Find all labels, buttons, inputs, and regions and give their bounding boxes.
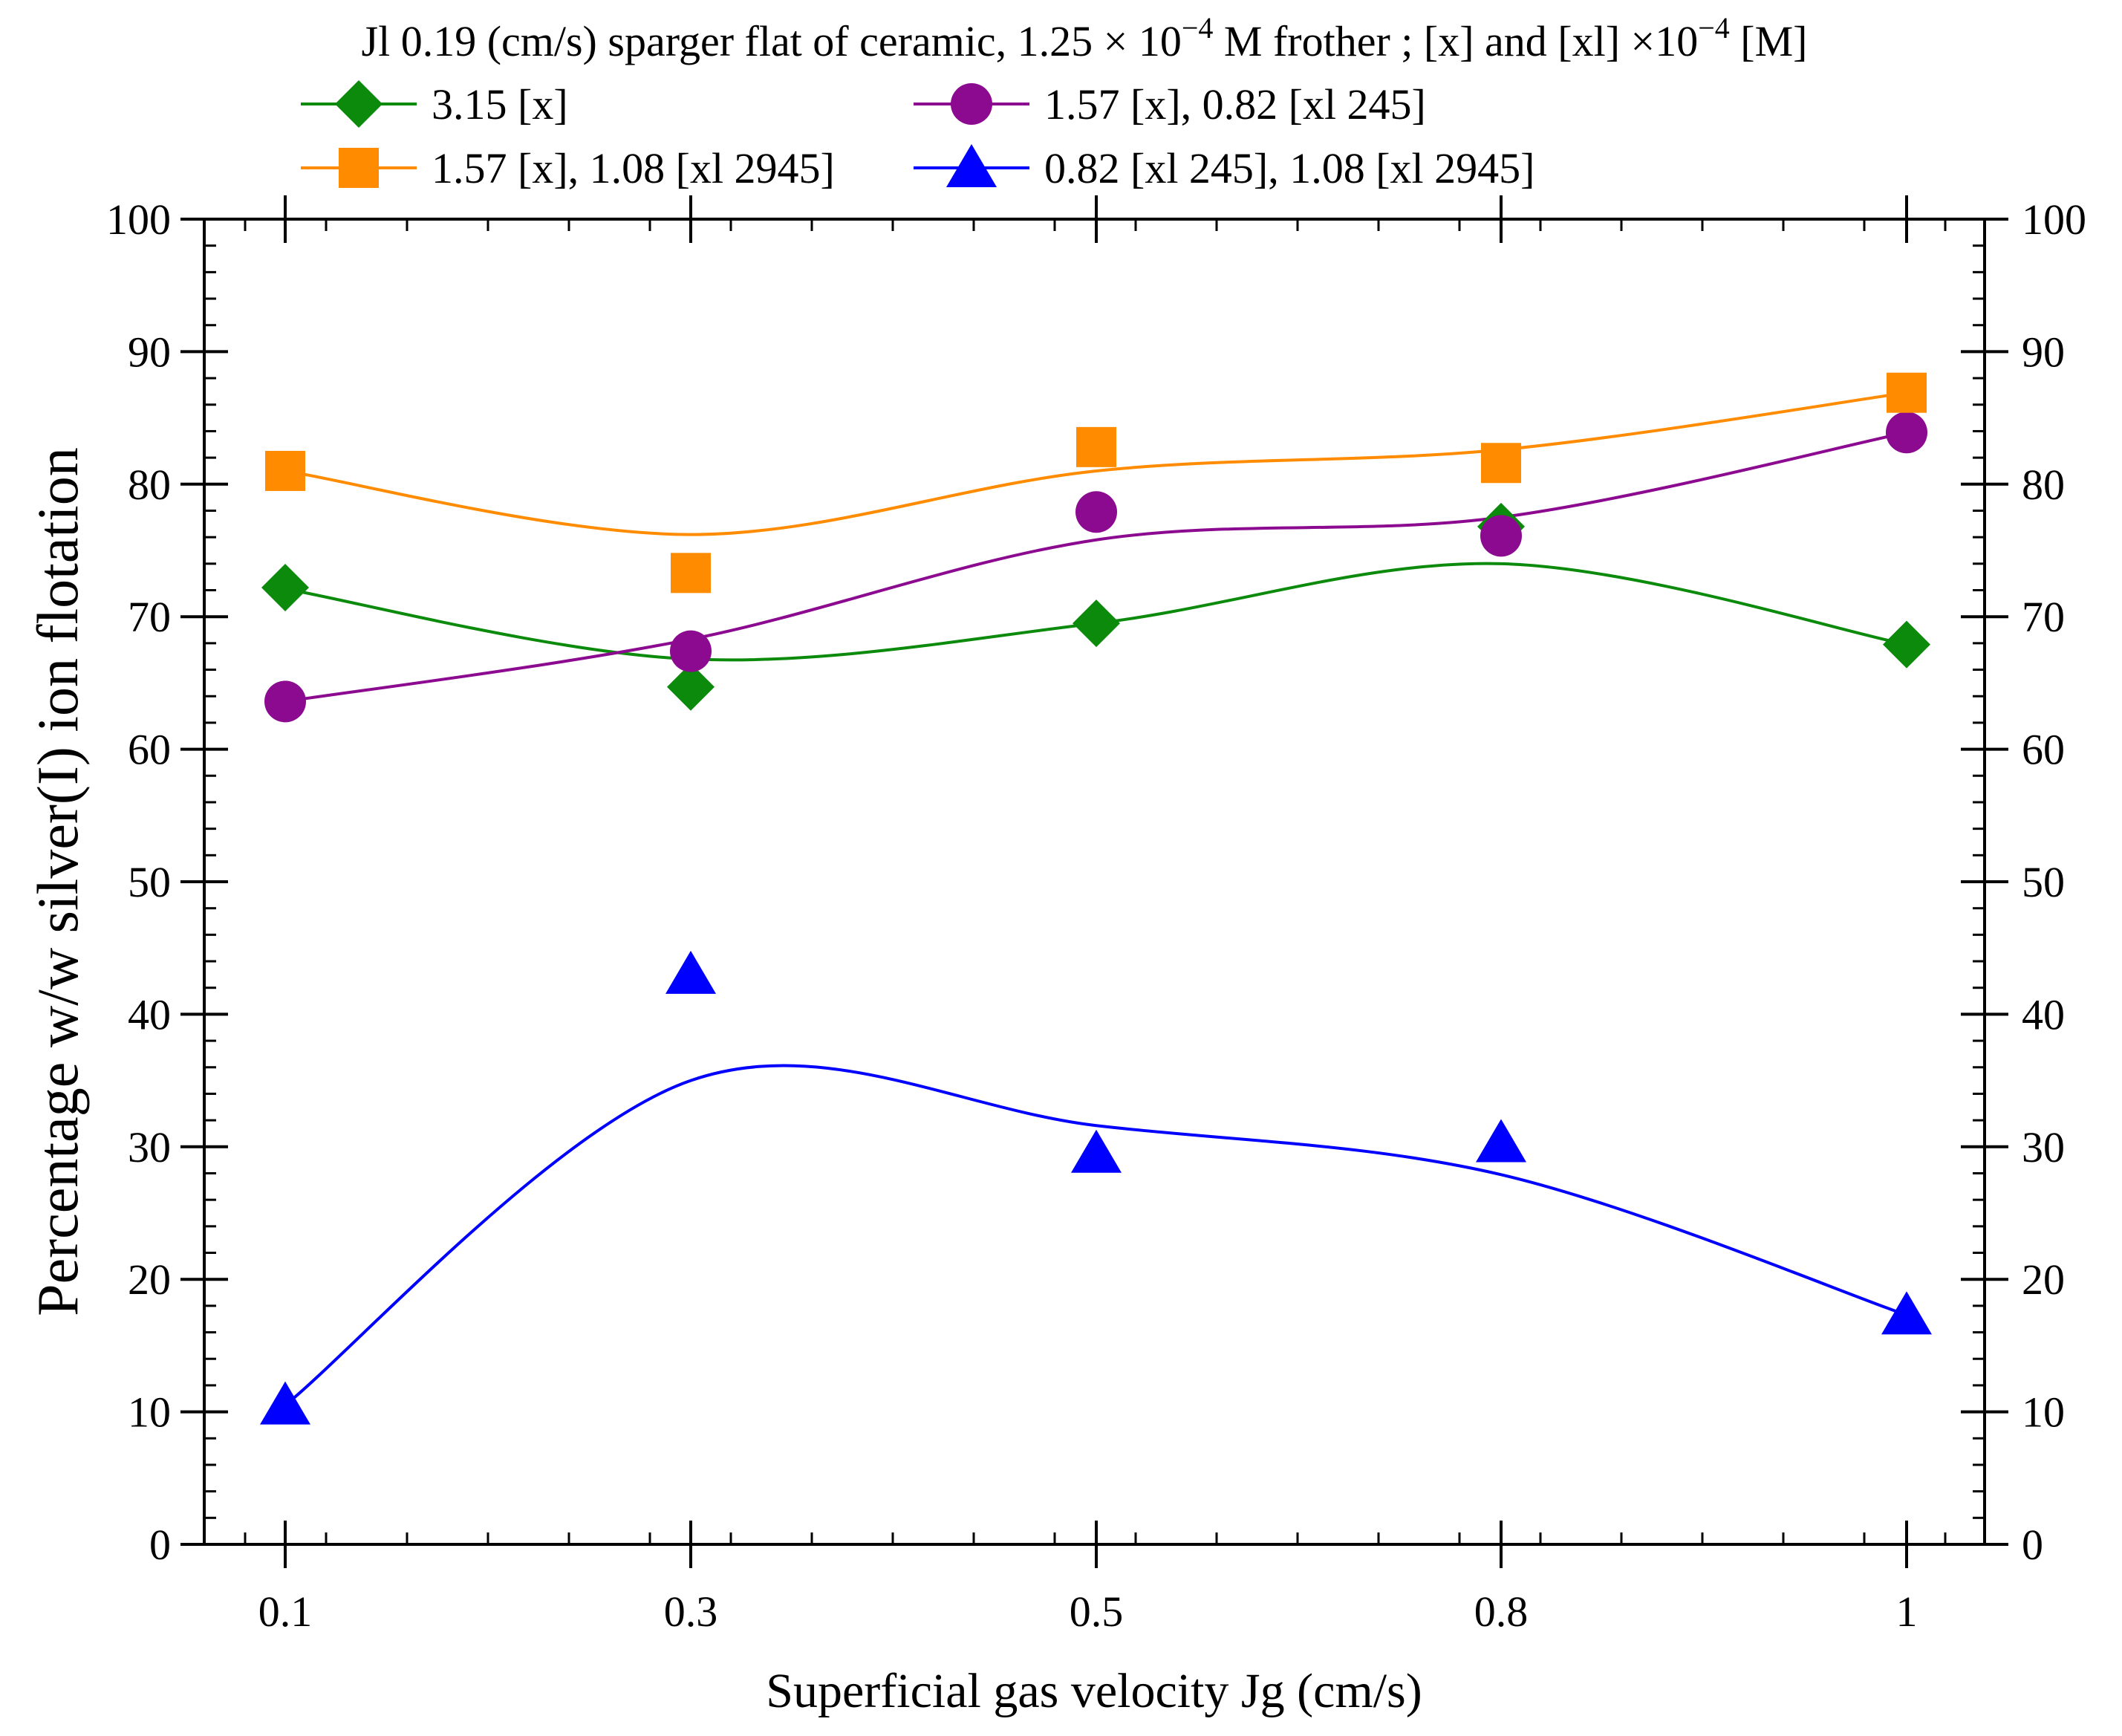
y-tick-label-left: 70 bbox=[128, 593, 171, 641]
data-point-series-2 bbox=[1481, 443, 1521, 484]
fit-curve-series-2 bbox=[284, 391, 1907, 536]
data-point-series-0 bbox=[1883, 620, 1930, 669]
data-point-series-1 bbox=[1886, 412, 1927, 454]
y-tick-label-right: 0 bbox=[2022, 1521, 2043, 1569]
y-tick-label-left: 60 bbox=[128, 726, 171, 774]
legend-label-0: 3.15 [x] bbox=[432, 80, 568, 129]
y-tick-label-left: 30 bbox=[128, 1123, 171, 1171]
plot-frame bbox=[203, 218, 1986, 1546]
legend-label-1: 1.57 [x], 0.82 [xl 245] bbox=[1044, 80, 1426, 129]
legend-label-3: 0.82 [xl 245], 1.08 [xl 2945] bbox=[1044, 144, 1535, 192]
x-tick-label: 0.3 bbox=[664, 1587, 718, 1636]
data-point-series-3 bbox=[1071, 1129, 1122, 1173]
chart-title: Jl 0.19 (cm/s) sparger flat of ceramic, … bbox=[362, 11, 1808, 65]
data-markers bbox=[260, 372, 1932, 1425]
data-point-series-1 bbox=[670, 630, 712, 672]
y-tick-label-right: 70 bbox=[2022, 593, 2065, 641]
y-tick-label-right: 100 bbox=[2022, 195, 2086, 244]
data-point-series-3 bbox=[1476, 1119, 1526, 1163]
data-point-series-3 bbox=[665, 950, 716, 994]
y-axis-label: Percentage w/w silver(I) ion flotation bbox=[25, 447, 90, 1316]
x-tick-label: 0.8 bbox=[1474, 1587, 1529, 1636]
y-tick-label-right: 30 bbox=[2022, 1123, 2065, 1171]
legend-marker-0 bbox=[335, 80, 383, 128]
x-tick-label: 0.1 bbox=[258, 1587, 313, 1636]
data-point-series-0 bbox=[1073, 599, 1120, 648]
y-tick-label-right: 20 bbox=[2022, 1255, 2065, 1304]
y-tick-label-right: 10 bbox=[2022, 1388, 2065, 1437]
data-point-series-0 bbox=[261, 563, 309, 611]
y-tick-label-right: 40 bbox=[2022, 990, 2065, 1038]
data-point-series-2 bbox=[1887, 372, 1927, 413]
legend-marker-3 bbox=[946, 144, 997, 187]
x-tick-label: 0.5 bbox=[1070, 1587, 1124, 1636]
data-point-series-1 bbox=[264, 680, 306, 723]
fit-curve-series-1 bbox=[284, 431, 1907, 703]
data-point-series-3 bbox=[1881, 1291, 1932, 1335]
y-tick-label-left: 0 bbox=[149, 1521, 171, 1569]
y-tick-label-left: 40 bbox=[128, 990, 171, 1038]
data-point-series-3 bbox=[260, 1381, 310, 1425]
y-tick-label-left: 10 bbox=[128, 1388, 171, 1437]
x-tick-label: 1 bbox=[1896, 1587, 1918, 1636]
y-tick-label-right: 60 bbox=[2022, 726, 2065, 774]
y-tick-label-left: 20 bbox=[128, 1255, 171, 1304]
legend-marker-2 bbox=[339, 148, 379, 188]
y-tick-label-left: 50 bbox=[128, 858, 171, 906]
x-axis-label: Superficial gas velocity Jg (cm/s) bbox=[766, 1664, 1422, 1718]
fit-curves bbox=[284, 391, 1907, 1407]
y-tick-label-right: 50 bbox=[2022, 858, 2065, 906]
y-tick-label-left: 80 bbox=[128, 461, 171, 509]
y-tick-label-right: 90 bbox=[2022, 328, 2065, 376]
data-point-series-1 bbox=[1480, 515, 1522, 557]
legend: 3.15 [x] 1.57 [x], 0.82 [xl 245] 1.57 [x],… bbox=[301, 80, 1535, 192]
legend-label-2: 1.57 [x], 1.08 [xl 2945] bbox=[432, 144, 835, 192]
data-point-series-2 bbox=[671, 553, 711, 594]
data-point-series-0 bbox=[667, 663, 715, 711]
y-tick-label-left: 100 bbox=[106, 195, 171, 244]
legend-marker-1 bbox=[951, 83, 992, 125]
data-point-series-1 bbox=[1075, 491, 1117, 533]
fit-curve-series-3 bbox=[284, 1064, 1907, 1407]
y-tick-label-right: 80 bbox=[2022, 461, 2065, 509]
data-point-series-2 bbox=[1076, 426, 1116, 467]
data-point-series-2 bbox=[265, 450, 305, 491]
y-tick-label-left: 90 bbox=[128, 328, 171, 376]
